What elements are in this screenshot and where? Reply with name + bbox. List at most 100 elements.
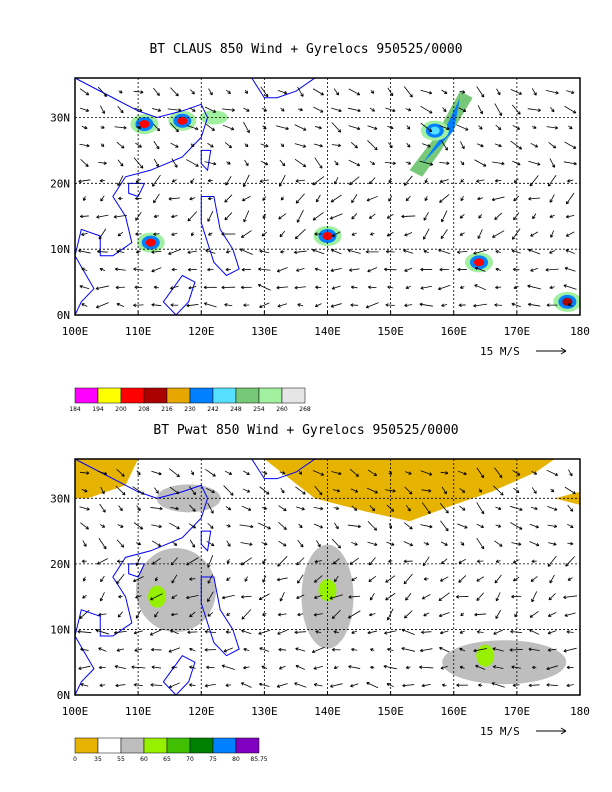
wind-vector — [350, 488, 359, 493]
wind-vector — [170, 557, 178, 566]
vector-scale-label: 15 M/S — [480, 725, 520, 738]
wind-vector — [151, 557, 161, 565]
wind-vector — [527, 302, 541, 307]
wind-vector — [419, 665, 434, 669]
wind-vector — [207, 612, 214, 617]
coastline — [200, 196, 240, 277]
wind-vector — [496, 88, 501, 96]
y-tick-label: 20N — [50, 558, 70, 571]
wind-vector — [492, 161, 505, 166]
wind-vector — [188, 485, 197, 496]
wind-vector — [528, 196, 541, 201]
wind-vector — [278, 521, 287, 530]
x-tick-label: 120E — [188, 705, 215, 718]
wind-vector — [530, 231, 539, 237]
wind-vector — [439, 646, 450, 653]
colorbar-swatch — [212, 737, 237, 754]
wind-vector — [258, 267, 271, 271]
wind-vector — [388, 178, 392, 184]
colorbar-swatch — [212, 387, 237, 404]
wind-vector — [476, 630, 484, 634]
wind-vector — [224, 194, 233, 203]
wind-vector — [419, 648, 433, 653]
wind-vector — [387, 87, 394, 97]
wind-vector — [257, 283, 271, 291]
wind-vector — [495, 285, 502, 290]
wind-vector — [546, 303, 558, 307]
wind-vector — [404, 303, 413, 308]
colorbar-label: 184 — [69, 406, 81, 413]
wind-vector — [100, 143, 105, 148]
wind-vector — [187, 211, 198, 222]
wind-vector — [370, 232, 375, 236]
feature-core — [476, 644, 495, 667]
wind-vector — [116, 468, 125, 477]
wind-vector — [152, 123, 161, 132]
wind-vector — [116, 559, 124, 564]
wind-vector — [154, 611, 159, 618]
wind-vector — [99, 503, 106, 513]
wind-vector — [405, 108, 412, 112]
wind-vector — [370, 89, 375, 94]
wind-vector — [168, 647, 181, 653]
wind-vector — [207, 142, 214, 148]
wind-vector — [550, 230, 555, 238]
wind-vector — [494, 574, 502, 584]
wind-vector — [546, 683, 558, 687]
wind-vector — [133, 90, 144, 94]
wind-vector — [135, 541, 142, 546]
colorbar-label: 268 — [299, 406, 311, 413]
wind-vector — [295, 664, 306, 670]
wind-vector — [546, 469, 559, 476]
wind-vector — [167, 108, 182, 112]
wind-vector — [513, 212, 520, 221]
wind-vector — [96, 249, 108, 254]
wind-vector — [548, 542, 557, 546]
wind-vector — [568, 125, 573, 130]
wind-vector — [439, 630, 449, 635]
pwat-moist-region — [442, 640, 567, 685]
wind-vector — [314, 559, 322, 564]
wind-vector — [476, 576, 485, 582]
wind-vector — [298, 470, 303, 475]
wind-vector — [95, 302, 109, 309]
wind-vector — [258, 629, 271, 635]
wind-vector — [366, 487, 378, 494]
plot-area — [75, 459, 580, 695]
wind-vector — [401, 647, 416, 652]
wind-vector — [190, 143, 195, 148]
wind-vector — [224, 470, 233, 475]
wind-vector — [149, 593, 163, 601]
wind-vector — [567, 541, 574, 546]
wind-vector — [154, 487, 159, 494]
wind-vector — [566, 665, 574, 670]
wind-vector — [78, 249, 91, 254]
wind-vector — [512, 576, 520, 582]
wind-vector — [365, 249, 379, 254]
wind-vector — [259, 486, 270, 495]
wind-vector — [460, 195, 464, 202]
wind-vector — [368, 557, 376, 566]
wind-vector — [509, 648, 523, 652]
wind-vector — [403, 175, 413, 186]
wind-vector — [351, 194, 358, 204]
coastline — [162, 274, 196, 315]
wind-vector — [205, 468, 216, 477]
wind-vector — [333, 506, 340, 510]
feature-core — [318, 579, 337, 602]
wind-vector — [295, 179, 305, 183]
wind-vector — [367, 469, 378, 476]
vector-scale-arrow — [536, 347, 567, 355]
wind-vector — [529, 523, 539, 529]
wind-vector — [257, 522, 271, 530]
wind-vector — [261, 542, 268, 546]
wind-vector — [171, 665, 178, 670]
wind-vector — [296, 268, 305, 272]
wind-vector — [403, 541, 414, 547]
wind-vector — [171, 574, 178, 584]
wind-vector — [351, 505, 358, 511]
wind-vector — [492, 230, 505, 238]
wind-vector — [98, 647, 107, 652]
coastline — [200, 149, 212, 172]
wind-vector — [276, 683, 288, 688]
